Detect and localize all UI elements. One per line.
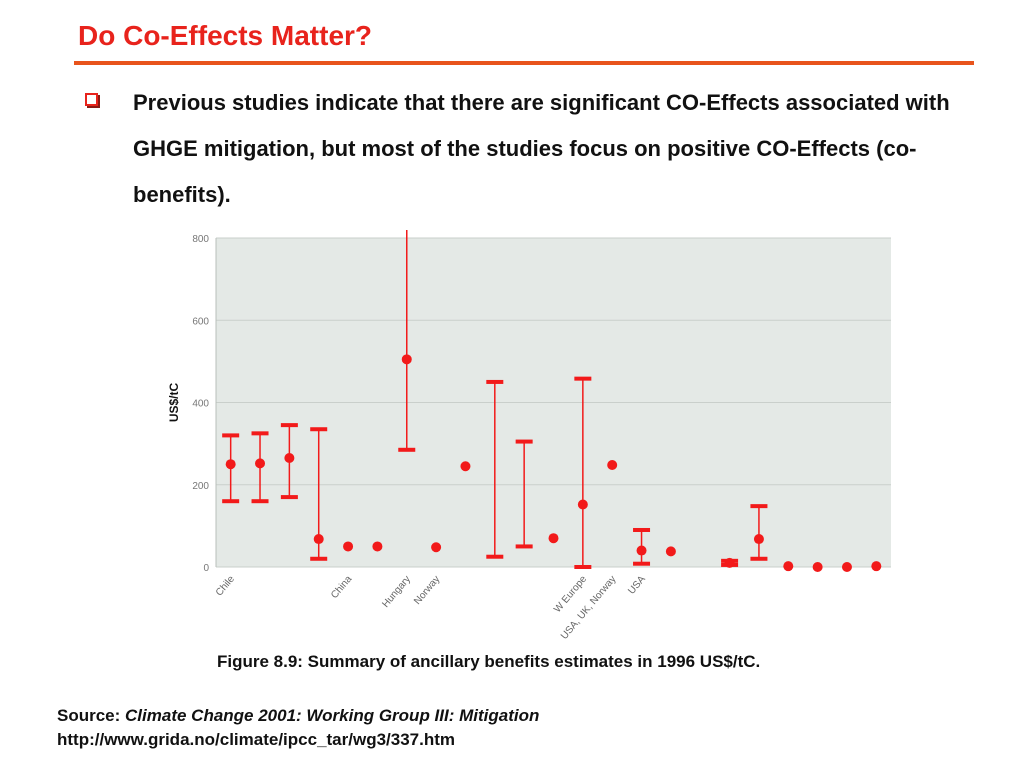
- data-point: [724, 557, 735, 568]
- data-point: [607, 460, 618, 471]
- x-category-label: Chile: [214, 574, 237, 599]
- source-title: Climate Change 2001: Working Group III: …: [125, 706, 540, 725]
- error-cap-high: [750, 504, 768, 509]
- source-label: Source:: [57, 706, 121, 725]
- source-citation: Source: Climate Change 2001: Working Gro…: [57, 704, 539, 752]
- error-cap-low: [280, 495, 298, 500]
- data-point: [284, 453, 295, 464]
- y-tick-label: 200: [192, 481, 209, 492]
- error-cap-high: [280, 423, 298, 428]
- ancillary-benefits-chart: 0 200 400 600 800 US$/tC Chile China Hungary Norw…: [167, 230, 891, 642]
- bullet-box-icon: [85, 93, 98, 106]
- slide-title: Do Co-Effects Matter?: [78, 20, 373, 51]
- error-cap-low: [574, 565, 592, 569]
- data-point: [812, 562, 823, 572]
- error-cap-low: [515, 544, 533, 549]
- data-point: [753, 534, 764, 545]
- y-tick-label: 600: [192, 316, 209, 327]
- x-category-label: Hungary: [380, 574, 413, 610]
- data-point: [665, 546, 676, 557]
- y-tick-label: 400: [192, 399, 209, 410]
- error-cap-low: [310, 556, 328, 561]
- data-point: [871, 561, 882, 572]
- data-point: [372, 541, 383, 552]
- error-cap-high: [310, 427, 328, 432]
- data-point: [401, 354, 412, 365]
- x-category-label: USA, UK, Norway: [559, 574, 619, 642]
- data-point: [636, 545, 647, 556]
- error-cap-high: [486, 379, 504, 384]
- data-point: [343, 541, 354, 552]
- error-cap-high: [633, 527, 651, 532]
- error-cap-low: [633, 561, 651, 566]
- data-point: [548, 533, 559, 544]
- y-tick-label: 800: [192, 234, 209, 245]
- data-point: [313, 534, 324, 545]
- error-cap-low: [398, 447, 416, 452]
- error-cap-high: [574, 376, 592, 381]
- error-cap-low: [251, 499, 269, 504]
- error-cap-low: [222, 499, 240, 504]
- source-url: http://www.grida.no/climate/ipcc_tar/wg3…: [57, 730, 456, 749]
- bullet-text: Previous studies indicate that there are…: [133, 90, 950, 207]
- x-category-label: USA: [626, 574, 648, 597]
- error-cap-high: [222, 433, 240, 438]
- title-underline: [74, 61, 974, 65]
- data-point: [577, 499, 588, 510]
- error-cap-high: [515, 439, 533, 444]
- data-point: [431, 542, 442, 553]
- x-category-label: Norway: [412, 574, 442, 607]
- data-point: [225, 459, 236, 470]
- error-cap-low: [486, 554, 504, 559]
- x-category-label: China: [329, 574, 355, 601]
- data-point: [841, 562, 852, 572]
- data-point: [783, 561, 794, 572]
- y-tick-label: 0: [203, 563, 209, 574]
- data-point: [460, 461, 471, 472]
- error-cap-low: [750, 556, 768, 561]
- figure-caption: Figure 8.9: Summary of ancillary benefit…: [217, 652, 761, 671]
- y-axis-label: US$/tC: [167, 382, 181, 422]
- data-point: [255, 458, 266, 469]
- error-cap-high: [251, 431, 269, 436]
